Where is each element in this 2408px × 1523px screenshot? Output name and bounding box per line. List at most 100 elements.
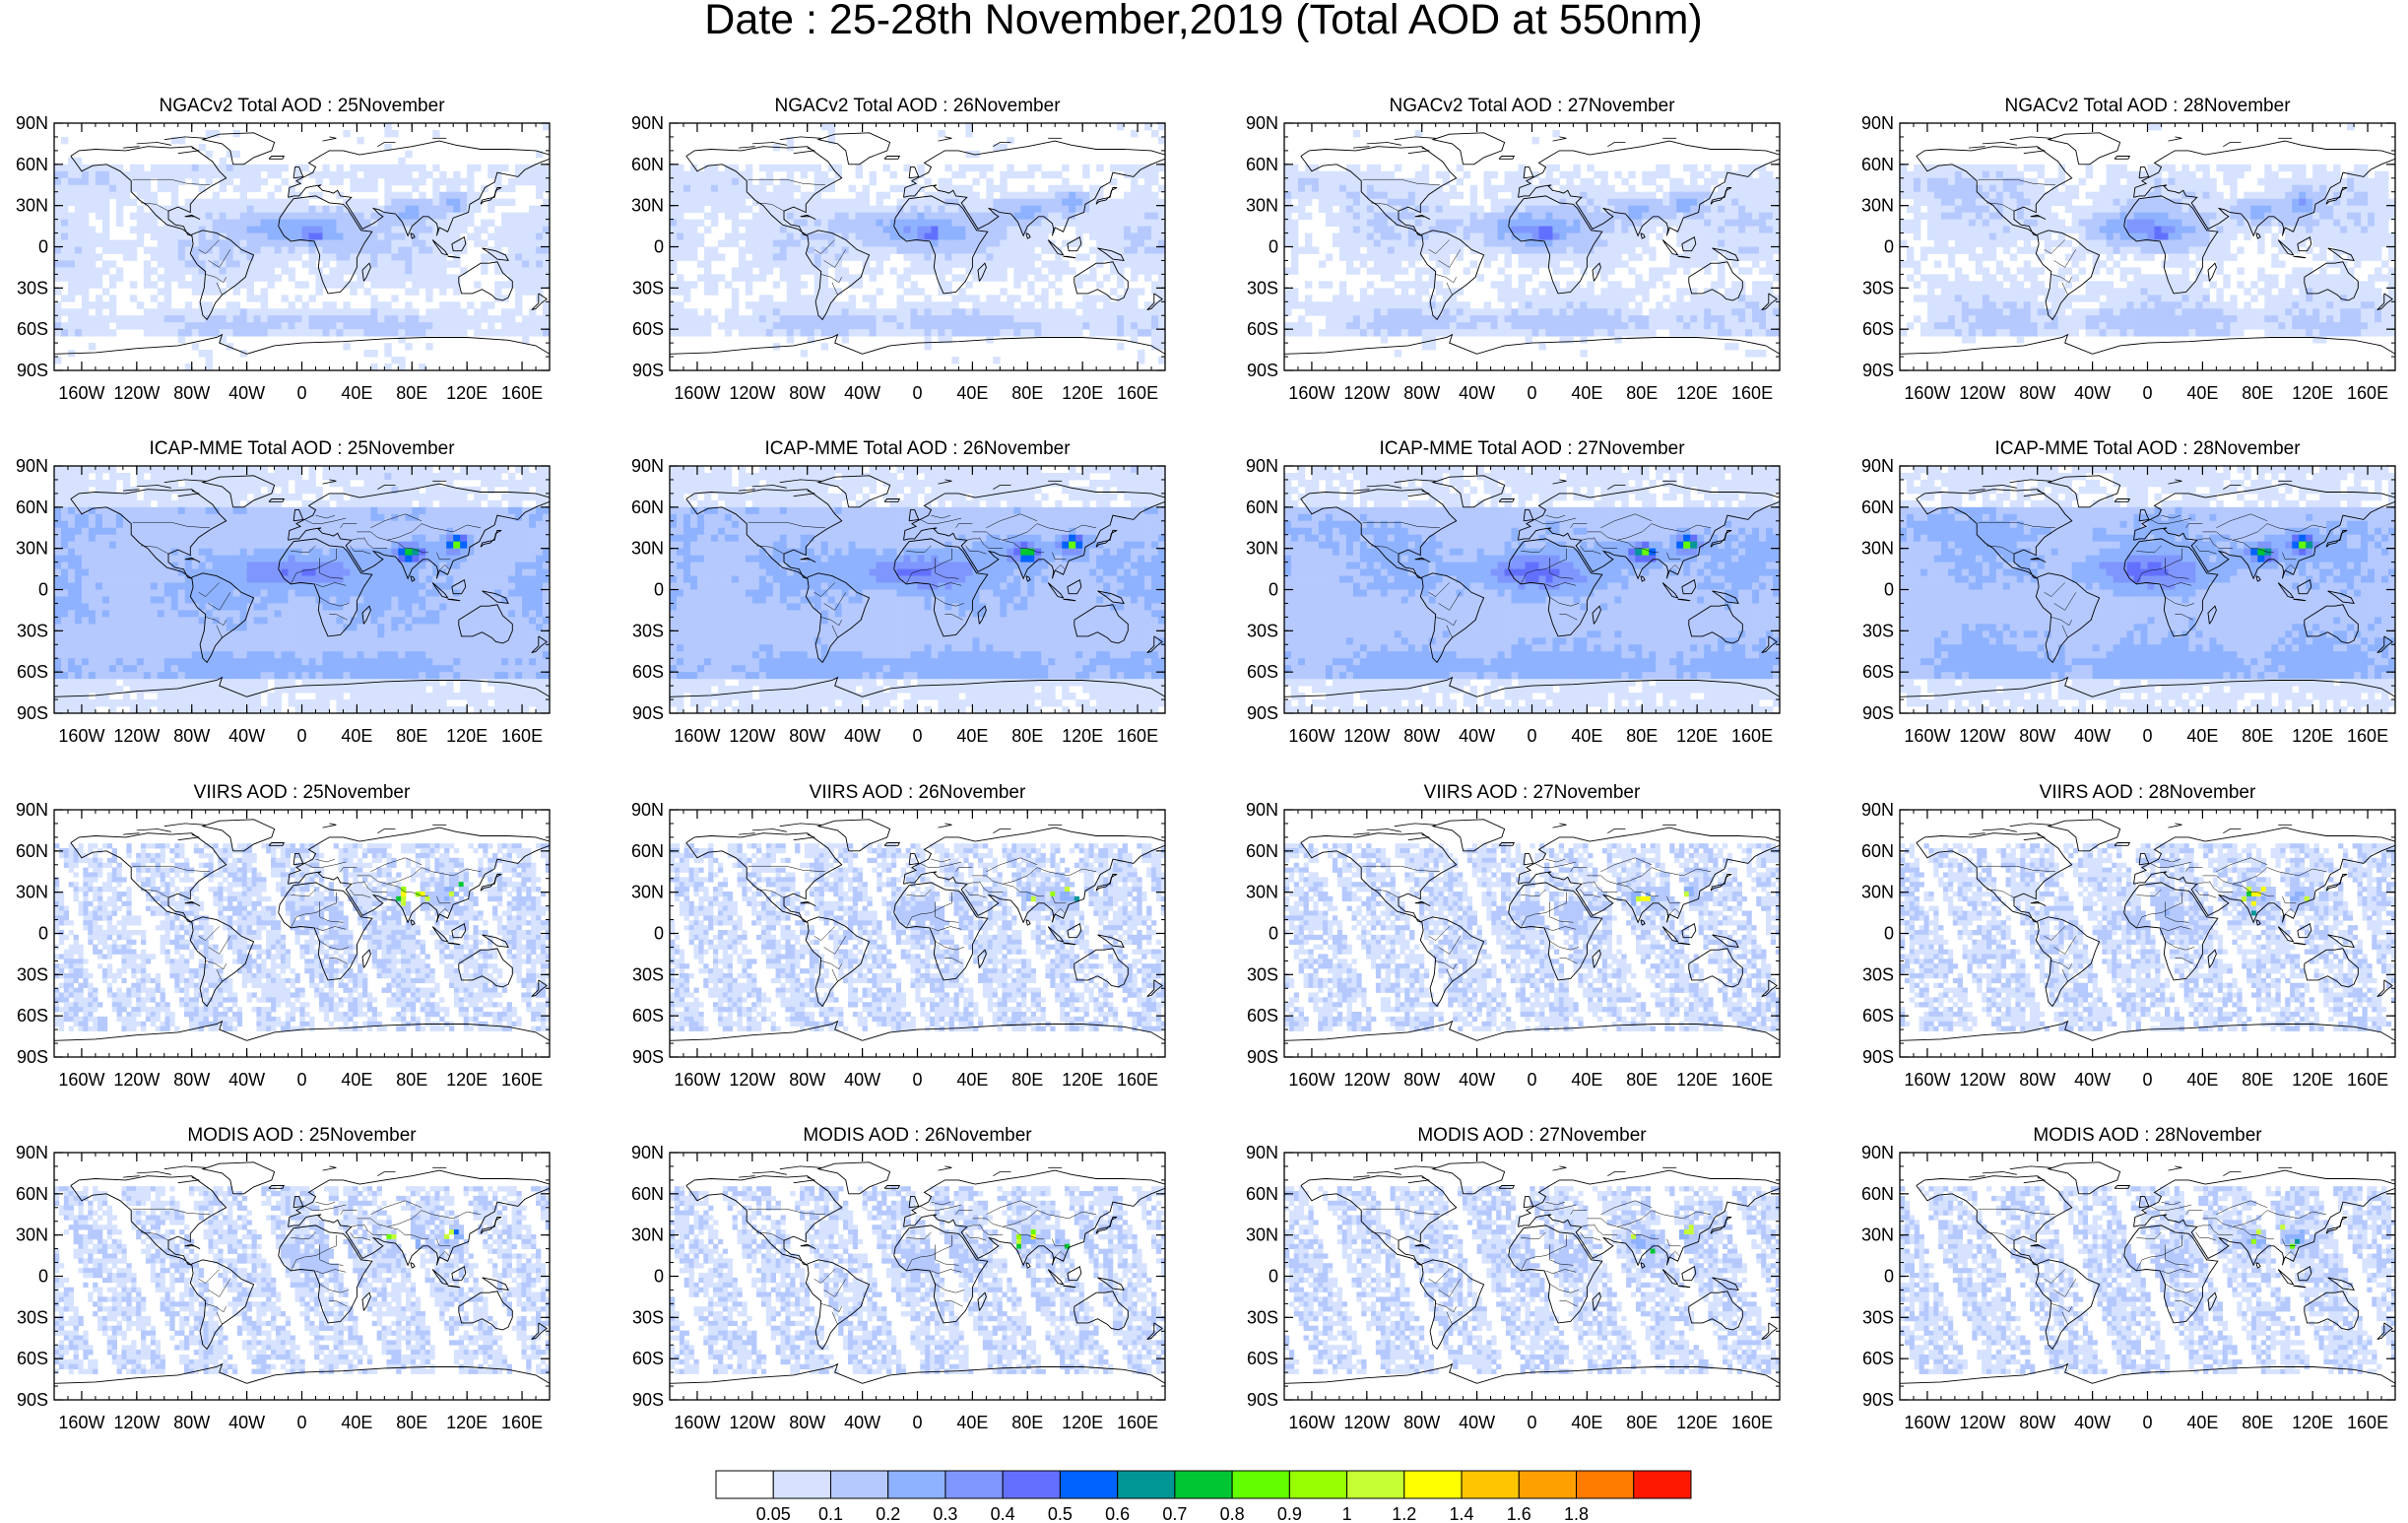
lon-tick-label: 160W xyxy=(1288,726,1334,746)
lon-tick-label: 160W xyxy=(1904,726,1950,746)
aod-field xyxy=(670,123,1165,370)
map-panel: NGACv2 Total AOD : 28November 90N 60N 30N 0 3… xyxy=(1861,96,2396,403)
lon-tick-label: 40E xyxy=(956,1070,988,1090)
colorbar-label: 0.3 xyxy=(933,1504,957,1523)
lat-tick-label: 0 xyxy=(1269,1267,1278,1287)
lat-tick-label: 30S xyxy=(632,964,664,984)
lat-tick-label: 90N xyxy=(1246,113,1278,133)
colorbar-swatch xyxy=(887,1470,946,1499)
lon-tick-label: 0 xyxy=(2142,1413,2152,1432)
lon-tick-label: 0 xyxy=(296,1070,306,1090)
map-panel: MODIS AOD : 25November 90N 60N 30N 0 30S 60S 90… xyxy=(16,1125,551,1432)
lat-tick-label: 60N xyxy=(1246,497,1278,517)
lon-tick-label: 80W xyxy=(789,1070,825,1090)
lat-tick-label: 60S xyxy=(1862,319,1894,339)
lon-tick-label: 160E xyxy=(501,726,543,746)
map-panel: VIIRS AOD : 28November 90N 60N 30N 0 30S 60S 90… xyxy=(1861,782,2396,1090)
lon-tick-label: 120E xyxy=(2292,383,2333,403)
lat-tick-label: 60N xyxy=(1246,841,1278,861)
lat-tick-label: 60S xyxy=(1247,662,1278,682)
lat-tick-label: 60N xyxy=(631,841,664,861)
lat-tick-label: 0 xyxy=(654,237,664,257)
lon-tick-label: 0 xyxy=(2142,1070,2152,1090)
panel-title: MODIS AOD : 28November xyxy=(2033,1125,2262,1146)
colorbar-label: 0.05 xyxy=(756,1504,791,1523)
lon-tick-label: 120W xyxy=(113,726,160,746)
lat-tick-label: 60S xyxy=(17,319,48,339)
coastlines xyxy=(1284,475,1780,697)
lat-tick-label: 30N xyxy=(1861,883,1894,902)
lon-tick-label: 0 xyxy=(912,1070,922,1090)
lat-tick-label: 90S xyxy=(1247,361,1278,380)
lon-tick-label: 120E xyxy=(446,1070,488,1090)
map-panel: MODIS AOD : 26November 90N 60N 30N 0 30S 60S 90… xyxy=(631,1125,1166,1432)
lon-tick-label: 40W xyxy=(2074,1413,2111,1432)
panel-title: NGACv2 Total AOD : 25November xyxy=(159,96,445,116)
colorbar-swatch xyxy=(829,1470,889,1499)
aod-field xyxy=(1284,810,1780,1057)
lon-tick-label: 160W xyxy=(674,726,720,746)
map-panel: VIIRS AOD : 26November 90N 60N 30N 0 30S 60S 90… xyxy=(631,782,1166,1090)
lon-tick-label: 160E xyxy=(1731,383,1773,403)
lon-tick-label: 0 xyxy=(296,383,306,403)
lat-tick-label: 0 xyxy=(1884,237,1894,257)
lat-tick-label: 90N xyxy=(16,1143,48,1162)
lon-tick-label: 160W xyxy=(58,726,104,746)
lon-tick-label: 160W xyxy=(674,1413,720,1432)
lon-tick-label: 160E xyxy=(2347,726,2388,746)
lat-tick-label: 60N xyxy=(631,1184,664,1204)
lon-tick-label: 80E xyxy=(1626,1070,1658,1090)
lon-tick-label: 80E xyxy=(1626,1413,1658,1432)
colorbar: 0.05 0.1 0.2 0.3 0.4 0.5 0.6 0.7 0.8 0.9 1 1.2 1.4 1.… xyxy=(715,1470,1692,1523)
lat-tick-label: 90N xyxy=(631,1143,664,1162)
lon-tick-label: 160E xyxy=(501,1070,543,1090)
lon-tick-label: 120E xyxy=(1676,1070,1718,1090)
colorbar-swatch xyxy=(715,1470,774,1499)
lat-tick-label: 0 xyxy=(654,1267,664,1287)
lat-tick-label: 90S xyxy=(1247,1047,1278,1067)
lat-tick-label: 0 xyxy=(1884,1267,1894,1287)
lon-tick-label: 120W xyxy=(1343,1070,1390,1090)
colorbar-swatch xyxy=(1403,1470,1463,1499)
coastlines xyxy=(1284,819,1780,1041)
lat-tick-label: 60S xyxy=(1862,1349,1894,1368)
lat-tick-label: 0 xyxy=(654,924,664,944)
colorbar-swatch xyxy=(1231,1470,1290,1499)
lat-tick-label: 90S xyxy=(632,703,664,723)
panel-title: MODIS AOD : 25November xyxy=(187,1125,417,1146)
lon-tick-label: 40E xyxy=(1571,383,1602,403)
lat-tick-label: 30N xyxy=(631,883,664,902)
lon-tick-label: 120E xyxy=(1676,383,1718,403)
lon-tick-label: 120W xyxy=(113,1413,160,1432)
lon-tick-label: 160E xyxy=(1731,726,1773,746)
lat-tick-label: 90N xyxy=(16,113,48,133)
lat-tick-label: 90N xyxy=(16,456,48,476)
lon-tick-label: 80W xyxy=(789,726,825,746)
lon-tick-label: 120W xyxy=(1343,726,1390,746)
lat-tick-label: 0 xyxy=(38,237,48,257)
panel-title: MODIS AOD : 27November xyxy=(1417,1125,1647,1146)
lon-tick-label: 120W xyxy=(1959,1413,2005,1432)
lon-tick-label: 0 xyxy=(1527,383,1536,403)
coastlines xyxy=(54,132,550,355)
lat-tick-label: 90N xyxy=(631,113,664,133)
lat-tick-label: 90N xyxy=(1861,1143,1894,1162)
colorbar-swatch xyxy=(1117,1470,1176,1499)
aod-field xyxy=(54,123,550,370)
lat-tick-label: 60S xyxy=(632,1349,664,1368)
lat-tick-label: 30S xyxy=(17,621,48,640)
lon-tick-label: 80W xyxy=(1403,383,1440,403)
lat-tick-label: 30S xyxy=(17,1307,48,1327)
lat-tick-label: 30N xyxy=(16,883,48,902)
colorbar-label: 0.9 xyxy=(1277,1504,1302,1523)
panel-title: ICAP-MME Total AOD : 27November xyxy=(1379,438,1685,459)
lat-tick-label: 90N xyxy=(1246,1143,1278,1162)
lat-tick-label: 60S xyxy=(17,1006,48,1026)
lon-tick-label: 120E xyxy=(1062,1413,1103,1432)
map-panel: ICAP-MME Total AOD : 27November 90N 60N 30N… xyxy=(1246,438,1781,746)
lon-tick-label: 160E xyxy=(1731,1070,1773,1090)
lon-tick-label: 160W xyxy=(1288,1413,1334,1432)
lon-tick-label: 0 xyxy=(2142,726,2152,746)
lon-tick-label: 120W xyxy=(113,1070,160,1090)
